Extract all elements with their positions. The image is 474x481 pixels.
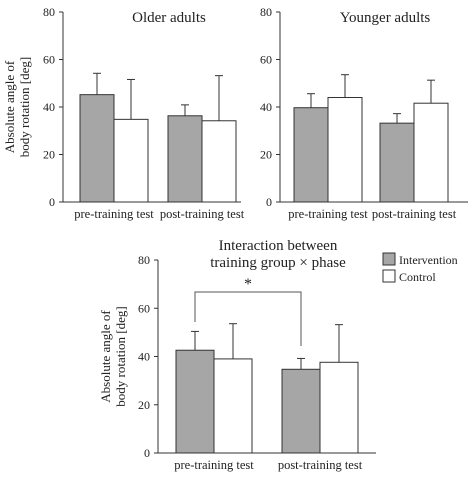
y-tick-label: 60 — [260, 53, 272, 67]
y-tick-label: 60 — [43, 53, 55, 67]
y-tick-label: 0 — [49, 195, 55, 209]
y-tick-label: 20 — [138, 398, 150, 412]
legend-swatch-intervention — [382, 252, 396, 266]
y-axis-label-line: Absolute angle of — [98, 310, 113, 403]
bar-control — [327, 97, 363, 203]
y-tick-label: 80 — [43, 5, 55, 19]
y-tick-label: 40 — [43, 100, 55, 114]
y-tick-label: 60 — [138, 301, 150, 315]
legend-label-control: Control — [399, 270, 436, 284]
significance-marker: * — [244, 276, 252, 293]
y-tick-label: 20 — [260, 148, 272, 162]
y-axis-label-line: body rotation [deg] — [17, 57, 32, 157]
y-tick-label: 20 — [43, 148, 55, 162]
bar-control — [319, 361, 359, 454]
legend: Intervention Control — [382, 252, 458, 284]
y-tick-label: 40 — [138, 350, 150, 364]
chart-title-line: Interaction between — [219, 238, 338, 254]
x-category-label: pre-training test — [288, 207, 368, 221]
bar-control — [113, 118, 149, 203]
chart-title: Younger adults — [340, 10, 431, 26]
y-tick-label: 40 — [260, 100, 272, 114]
chart-title-line: training group × phase — [210, 255, 346, 271]
legend-swatch-control — [382, 269, 396, 283]
x-category-label: post-training test — [160, 207, 245, 221]
chart-panel-3: 0 20 40 60 80 pre-training test post-training … — [98, 238, 376, 472]
significance-bracket — [194, 291, 302, 346]
y-axis-label-line: body rotation [deg] — [113, 306, 128, 406]
y-tick-label: 80 — [138, 253, 150, 267]
bar-intervention — [167, 115, 203, 203]
bar-control — [413, 102, 449, 203]
x-category-label: pre-training test — [74, 207, 154, 221]
bar-intervention — [79, 94, 115, 203]
y-axis-label-line: Absolute angle of — [2, 60, 17, 153]
bar-intervention — [281, 368, 321, 454]
bar-intervention — [379, 122, 415, 203]
bar-control — [201, 120, 237, 203]
bar-intervention — [175, 349, 215, 454]
chart-panel-1: 0 20 40 60 80 pre-training test post-training … — [2, 5, 245, 221]
x-category-label: pre-training test — [174, 458, 254, 472]
y-tick-label: 0 — [266, 195, 272, 209]
bar-control — [213, 358, 253, 454]
x-category-label: post-training test — [278, 458, 363, 472]
legend-label-intervention: Intervention — [399, 253, 458, 267]
y-tick-label: 0 — [144, 446, 150, 460]
bar-intervention — [293, 107, 329, 203]
chart-title: Older adults — [132, 10, 206, 26]
chart-panel-2: 0 20 40 60 80 pre-training test post-training … — [260, 5, 468, 221]
y-tick-label: 80 — [260, 5, 272, 19]
x-category-label: post-training test — [372, 207, 457, 221]
